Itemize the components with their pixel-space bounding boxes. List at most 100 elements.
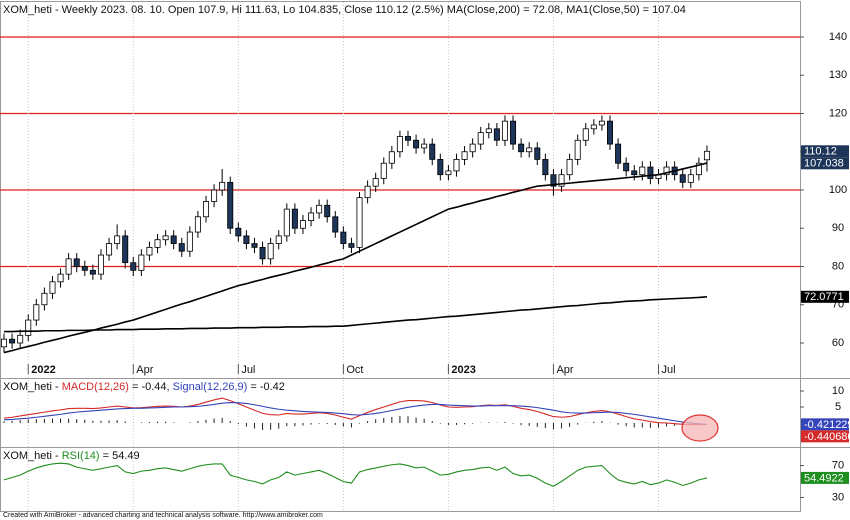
footer: Created with AmiBroker - advanced charti…	[3, 512, 323, 519]
candle-body	[283, 208, 290, 237]
candle-body	[340, 231, 347, 244]
candle-body	[9, 338, 16, 344]
candle-body	[615, 143, 622, 164]
candle-body	[291, 208, 298, 229]
candle-body	[477, 132, 484, 145]
candle-body	[235, 227, 242, 237]
title-part: XOM_heti -	[3, 450, 62, 462]
candle-body	[251, 243, 258, 248]
candle-body	[590, 124, 597, 130]
moving-average-line	[4, 295, 708, 333]
candle-body	[542, 158, 549, 176]
candle-body	[162, 235, 169, 241]
value-tag-label: -0.440686	[804, 431, 850, 443]
candle-body	[267, 243, 274, 260]
candle-body	[243, 235, 250, 244]
candle-body	[364, 185, 371, 199]
candle-body	[227, 181, 234, 229]
plot-frame	[0, 1, 801, 512]
candle-body	[534, 147, 541, 160]
candle-body	[526, 147, 533, 153]
title-part: XOM_heti - Weekly 2023. 08. 10. Open 107…	[3, 4, 686, 16]
candle-body	[598, 120, 605, 126]
candle-body	[493, 128, 500, 141]
indicator-line	[3, 397, 707, 426]
candle-body	[631, 170, 638, 176]
candle-body	[679, 174, 686, 183]
highlight-circle	[681, 414, 719, 442]
x-tick-label: 2022	[31, 364, 55, 376]
candle-body	[356, 197, 363, 248]
value-tag-label: -0.421229	[804, 419, 850, 431]
panel-title: XOM_heti - MACD(12,26) = -0.44, Signal(1…	[3, 381, 285, 393]
candle-body	[316, 204, 323, 214]
candle-body	[89, 269, 96, 275]
candle-body	[170, 235, 177, 244]
title-part: = -0.44,	[129, 381, 173, 393]
candle-body	[57, 273, 64, 283]
candle-body	[372, 178, 379, 187]
candle-body	[106, 243, 113, 256]
candle-body	[558, 174, 565, 187]
candle-body	[647, 166, 654, 179]
candle-body	[154, 239, 161, 248]
candle-body	[97, 254, 104, 275]
candle-body	[396, 136, 403, 153]
value-tag	[801, 471, 849, 484]
candle-body	[453, 158, 460, 172]
title-part: = -0.42	[247, 381, 285, 393]
candle-body	[639, 166, 646, 176]
x-tick-label: Oct	[346, 364, 363, 376]
title-part: XOM_heti -	[3, 381, 62, 393]
candle-body	[138, 254, 145, 271]
y-tick-label: 100	[829, 184, 847, 196]
moving-average-line	[3, 162, 708, 354]
candle-body	[17, 334, 24, 344]
candle-body	[275, 235, 282, 244]
candle-body	[607, 120, 614, 145]
candle-body	[178, 243, 185, 252]
candle-body	[485, 128, 492, 134]
value-tag-label: 107.038	[804, 158, 844, 170]
candle-body	[421, 143, 428, 149]
candle-body	[146, 246, 153, 256]
candle-body	[623, 162, 630, 172]
candle-body	[65, 258, 72, 275]
x-tick-label: Apr	[136, 364, 153, 376]
title-part: RSI(14)	[62, 450, 100, 462]
indicator-line	[3, 462, 708, 487]
panel-title: XOM_heti - Weekly 2023. 08. 10. Open 107…	[3, 4, 686, 16]
y-tick-label: 70	[832, 459, 844, 471]
candle-body	[501, 120, 508, 141]
candle-body	[114, 235, 121, 244]
candle-body	[0, 338, 7, 348]
candle-body	[695, 162, 702, 176]
title-part: Signal(12,26,9)	[173, 381, 248, 393]
value-tag-label: 54.4922	[804, 472, 844, 484]
candle-body	[429, 143, 436, 160]
value-tag	[801, 145, 849, 158]
candle-body	[469, 143, 476, 153]
candle-body	[308, 212, 315, 222]
candle-body	[49, 281, 56, 294]
candle-body	[445, 170, 452, 176]
candle-body	[211, 189, 218, 202]
candle-body	[41, 292, 48, 306]
value-tag	[801, 418, 849, 431]
candle-body	[130, 262, 137, 271]
y-tick-label: 90	[832, 222, 844, 234]
candle-body	[574, 139, 581, 160]
value-tag-label: 110.12	[804, 146, 837, 158]
value-tag	[801, 430, 849, 443]
value-tag	[801, 157, 849, 170]
candle-body	[404, 136, 411, 141]
candle-body	[194, 216, 201, 233]
x-tick-label: Apr	[556, 364, 573, 376]
panel-title: XOM_heti - RSI(14) = 54.49	[3, 450, 140, 462]
x-tick-label: Jul	[241, 364, 255, 376]
candle-body	[461, 151, 468, 160]
candle-body	[510, 120, 517, 145]
y-tick-label: 130	[829, 69, 847, 81]
candle-body	[663, 166, 670, 176]
candle-body	[33, 304, 40, 321]
